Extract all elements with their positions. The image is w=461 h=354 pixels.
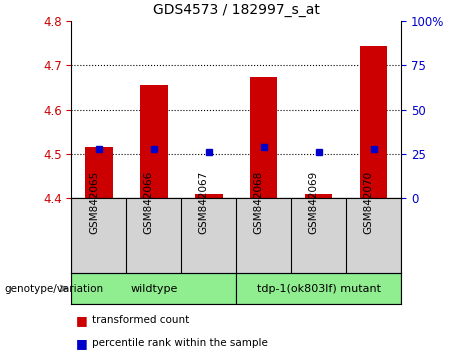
Text: tdp-1(ok803lf) mutant: tdp-1(ok803lf) mutant [257,284,381,293]
Text: percentile rank within the sample: percentile rank within the sample [92,338,268,348]
Text: ■: ■ [76,337,88,350]
Text: genotype/variation: genotype/variation [5,284,104,293]
Text: wildtype: wildtype [130,284,177,293]
Text: GSM842067: GSM842067 [199,170,209,234]
Text: GSM842069: GSM842069 [309,170,319,234]
Bar [71,273,236,304]
Bar [250,76,278,198]
Text: GSM842066: GSM842066 [144,170,154,234]
Text: transformed count: transformed count [92,315,189,325]
Bar [360,46,387,198]
Bar [236,273,401,304]
Bar [305,194,332,198]
Title: GDS4573 / 182997_s_at: GDS4573 / 182997_s_at [153,4,319,17]
Bar [140,85,168,198]
Text: GSM842070: GSM842070 [364,170,373,234]
Text: GSM842068: GSM842068 [254,170,264,234]
Text: ■: ■ [76,314,88,327]
Bar [85,147,112,198]
Bar [195,194,223,198]
Text: GSM842065: GSM842065 [89,170,99,234]
